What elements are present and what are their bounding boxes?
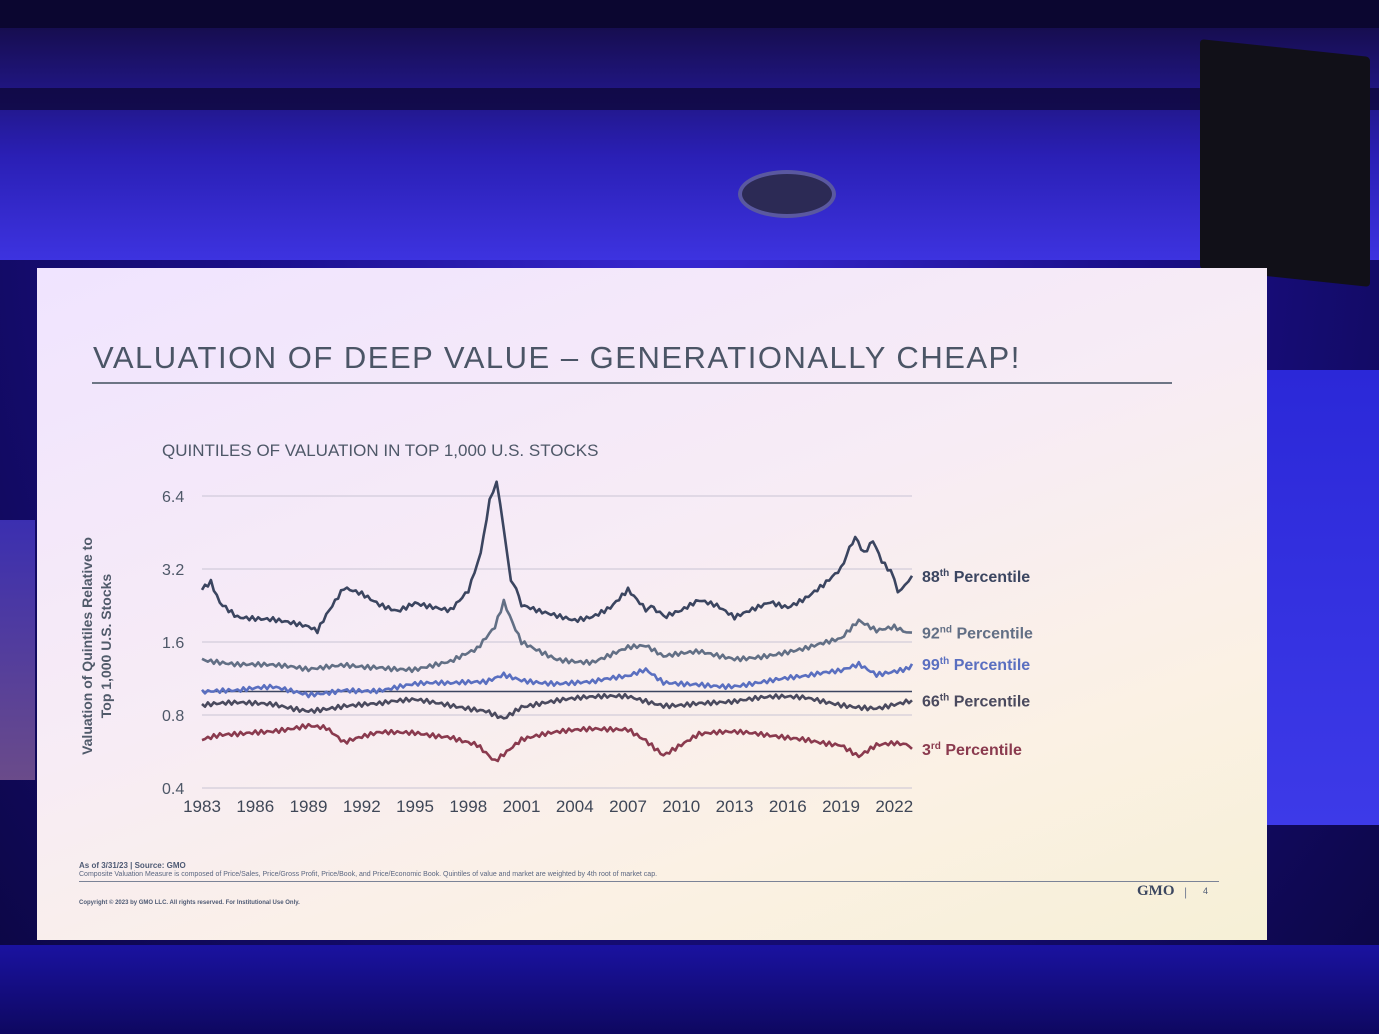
page-number: 4 — [1203, 886, 1209, 896]
speaker — [1200, 39, 1370, 287]
y-tick-label: 6.4 — [162, 489, 184, 506]
copyright: Copyright © 2023 by GMO LLC. All rights … — [79, 900, 300, 906]
x-tick-label: 1998 — [449, 797, 487, 816]
series-label: 66th Percentile — [922, 692, 1030, 710]
left-screen — [0, 520, 35, 780]
x-tick-label: 2016 — [769, 797, 807, 816]
y-tick-label: 0.8 — [162, 708, 184, 725]
y-tick-label: 0.4 — [162, 781, 184, 798]
title-rule — [92, 382, 1172, 384]
footnote-source: As of 3/31/23 | Source: GMO — [79, 861, 186, 870]
ceiling-beam — [0, 0, 1379, 28]
x-tick-label: 1995 — [396, 797, 434, 816]
gmo-logo: GMO — [1137, 883, 1175, 899]
series-line — [201, 722, 913, 763]
x-tick-label: 1992 — [343, 797, 381, 816]
series-label: 92nd Percentile — [922, 625, 1033, 643]
footnote-method: Composite Valuation Measure is composed … — [79, 871, 658, 878]
stage-floor — [0, 945, 1379, 1034]
series-label: 99th Percentile — [922, 656, 1030, 674]
logo-separator: | — [1184, 885, 1188, 899]
series-line — [201, 660, 914, 699]
series-line — [201, 598, 913, 674]
x-tick-label: 2001 — [503, 797, 541, 816]
ceiling-vent — [738, 170, 836, 218]
series-label: 3rd Percentile — [922, 741, 1022, 759]
side-screen — [1255, 370, 1379, 825]
x-tick-label: 2007 — [609, 797, 647, 816]
chart-title: QUINTILES OF VALUATION IN TOP 1,000 U.S.… — [162, 441, 599, 460]
x-tick-label: 2022 — [875, 797, 913, 816]
x-tick-label: 1989 — [290, 797, 328, 816]
series-line — [200, 480, 914, 635]
series-label: 88th Percentile — [922, 568, 1030, 586]
x-tick-label: 2013 — [716, 797, 754, 816]
x-tick-label: 1986 — [236, 797, 274, 816]
x-tick-label: 2004 — [556, 797, 594, 816]
footer-rule — [79, 881, 1219, 882]
x-tick-label: 2010 — [662, 797, 700, 816]
x-tick-label: 2019 — [822, 797, 860, 816]
y-tick-label: 1.6 — [162, 635, 184, 652]
chart: 0.4 0.8 1.6 3.2 6.4 1983 1986 1989 1992 1995 1998 2… — [162, 480, 1033, 816]
series-line — [201, 692, 913, 720]
y-tick-label: 3.2 — [162, 562, 184, 579]
slide-title: VALUATION OF DEEP VALUE – GENERATIONALLY… — [93, 340, 1021, 375]
ceiling-beam — [0, 88, 1379, 110]
ceiling-background — [0, 0, 1379, 260]
x-tick-label: 1983 — [183, 797, 221, 816]
slide: VALUATION OF DEEP VALUE – GENERATIONALLY… — [37, 268, 1267, 940]
